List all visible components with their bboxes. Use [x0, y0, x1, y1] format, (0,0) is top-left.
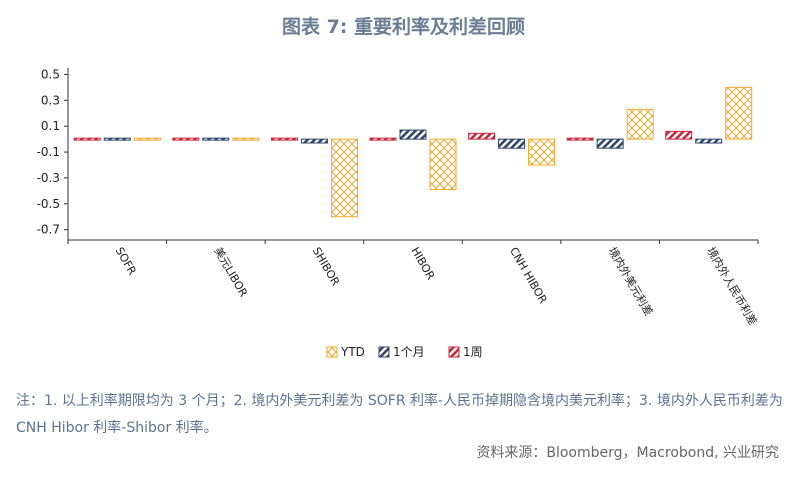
bar-YTD [626, 108, 654, 140]
bar-chart: 0.5 0.3 0.1 -0.1 -0.3 -0.5 -0.7 SOFR 美元LIBOR SHIB… [37, 67, 761, 359]
bar-1个月 [300, 138, 328, 144]
legend-label-YTD: YTD [340, 345, 365, 359]
bar-1周 [270, 137, 298, 141]
legend-label-1个月: 1个月 [393, 345, 425, 359]
bar-1周 [468, 132, 496, 140]
y-tick-label: -0.1 [37, 145, 60, 159]
bar-YTD [528, 138, 556, 166]
bar-YTD [429, 138, 457, 191]
y-tick-label: 0.1 [41, 119, 60, 133]
y-tick-label: -0.5 [37, 197, 60, 211]
x-category-label: 境内外美元利差 [606, 245, 657, 319]
bar-1个月 [399, 129, 427, 140]
x-category-label: 境内外人民币利差 [704, 245, 760, 328]
y-tick-label: -0.3 [37, 171, 60, 185]
legend-swatch-1个月 [378, 346, 390, 358]
legend-swatch-YTD [326, 346, 338, 358]
x-category-label: HIBOR [408, 245, 437, 282]
bar-1个月 [103, 137, 131, 141]
bar-1周 [369, 137, 397, 141]
chart-title: 图表 7: 重要利率及利差回顾 [281, 16, 526, 38]
bar-1周 [73, 137, 101, 141]
bar-1个月 [695, 138, 723, 144]
x-category-label: CNH HIBOR [507, 245, 550, 306]
x-category-label: SOFR [113, 245, 139, 277]
y-tick-label: 0.3 [41, 93, 60, 107]
legend-swatch-1周 [448, 346, 460, 358]
legend-label-1周: 1周 [463, 345, 483, 359]
bar-YTD [725, 86, 753, 140]
bar-YTD [133, 137, 161, 141]
chart-notes: 注：1. 以上利率期限均为 3 个月；2. 境内外美元利差为 SOFR 利率-人… [16, 393, 783, 436]
x-category-label: SHIBOR [310, 245, 343, 288]
bar-1周 [665, 130, 693, 140]
chart-legend: YTD 1个月 1周 [326, 345, 483, 359]
y-tick-label: -0.7 [37, 223, 60, 237]
y-tick-label: 0.5 [41, 67, 60, 81]
bar-YTD [330, 138, 358, 218]
bar-YTD [232, 137, 260, 141]
bar-1周 [566, 137, 594, 141]
chart-source: 资料来源：Bloomberg，Macrobond, 兴业研究 [476, 445, 779, 461]
x-category-label: 美元LIBOR [211, 245, 250, 299]
bar-1周 [172, 137, 200, 141]
bar-1个月 [498, 138, 526, 149]
bar-1个月 [596, 138, 624, 149]
bar-1个月 [202, 137, 230, 141]
